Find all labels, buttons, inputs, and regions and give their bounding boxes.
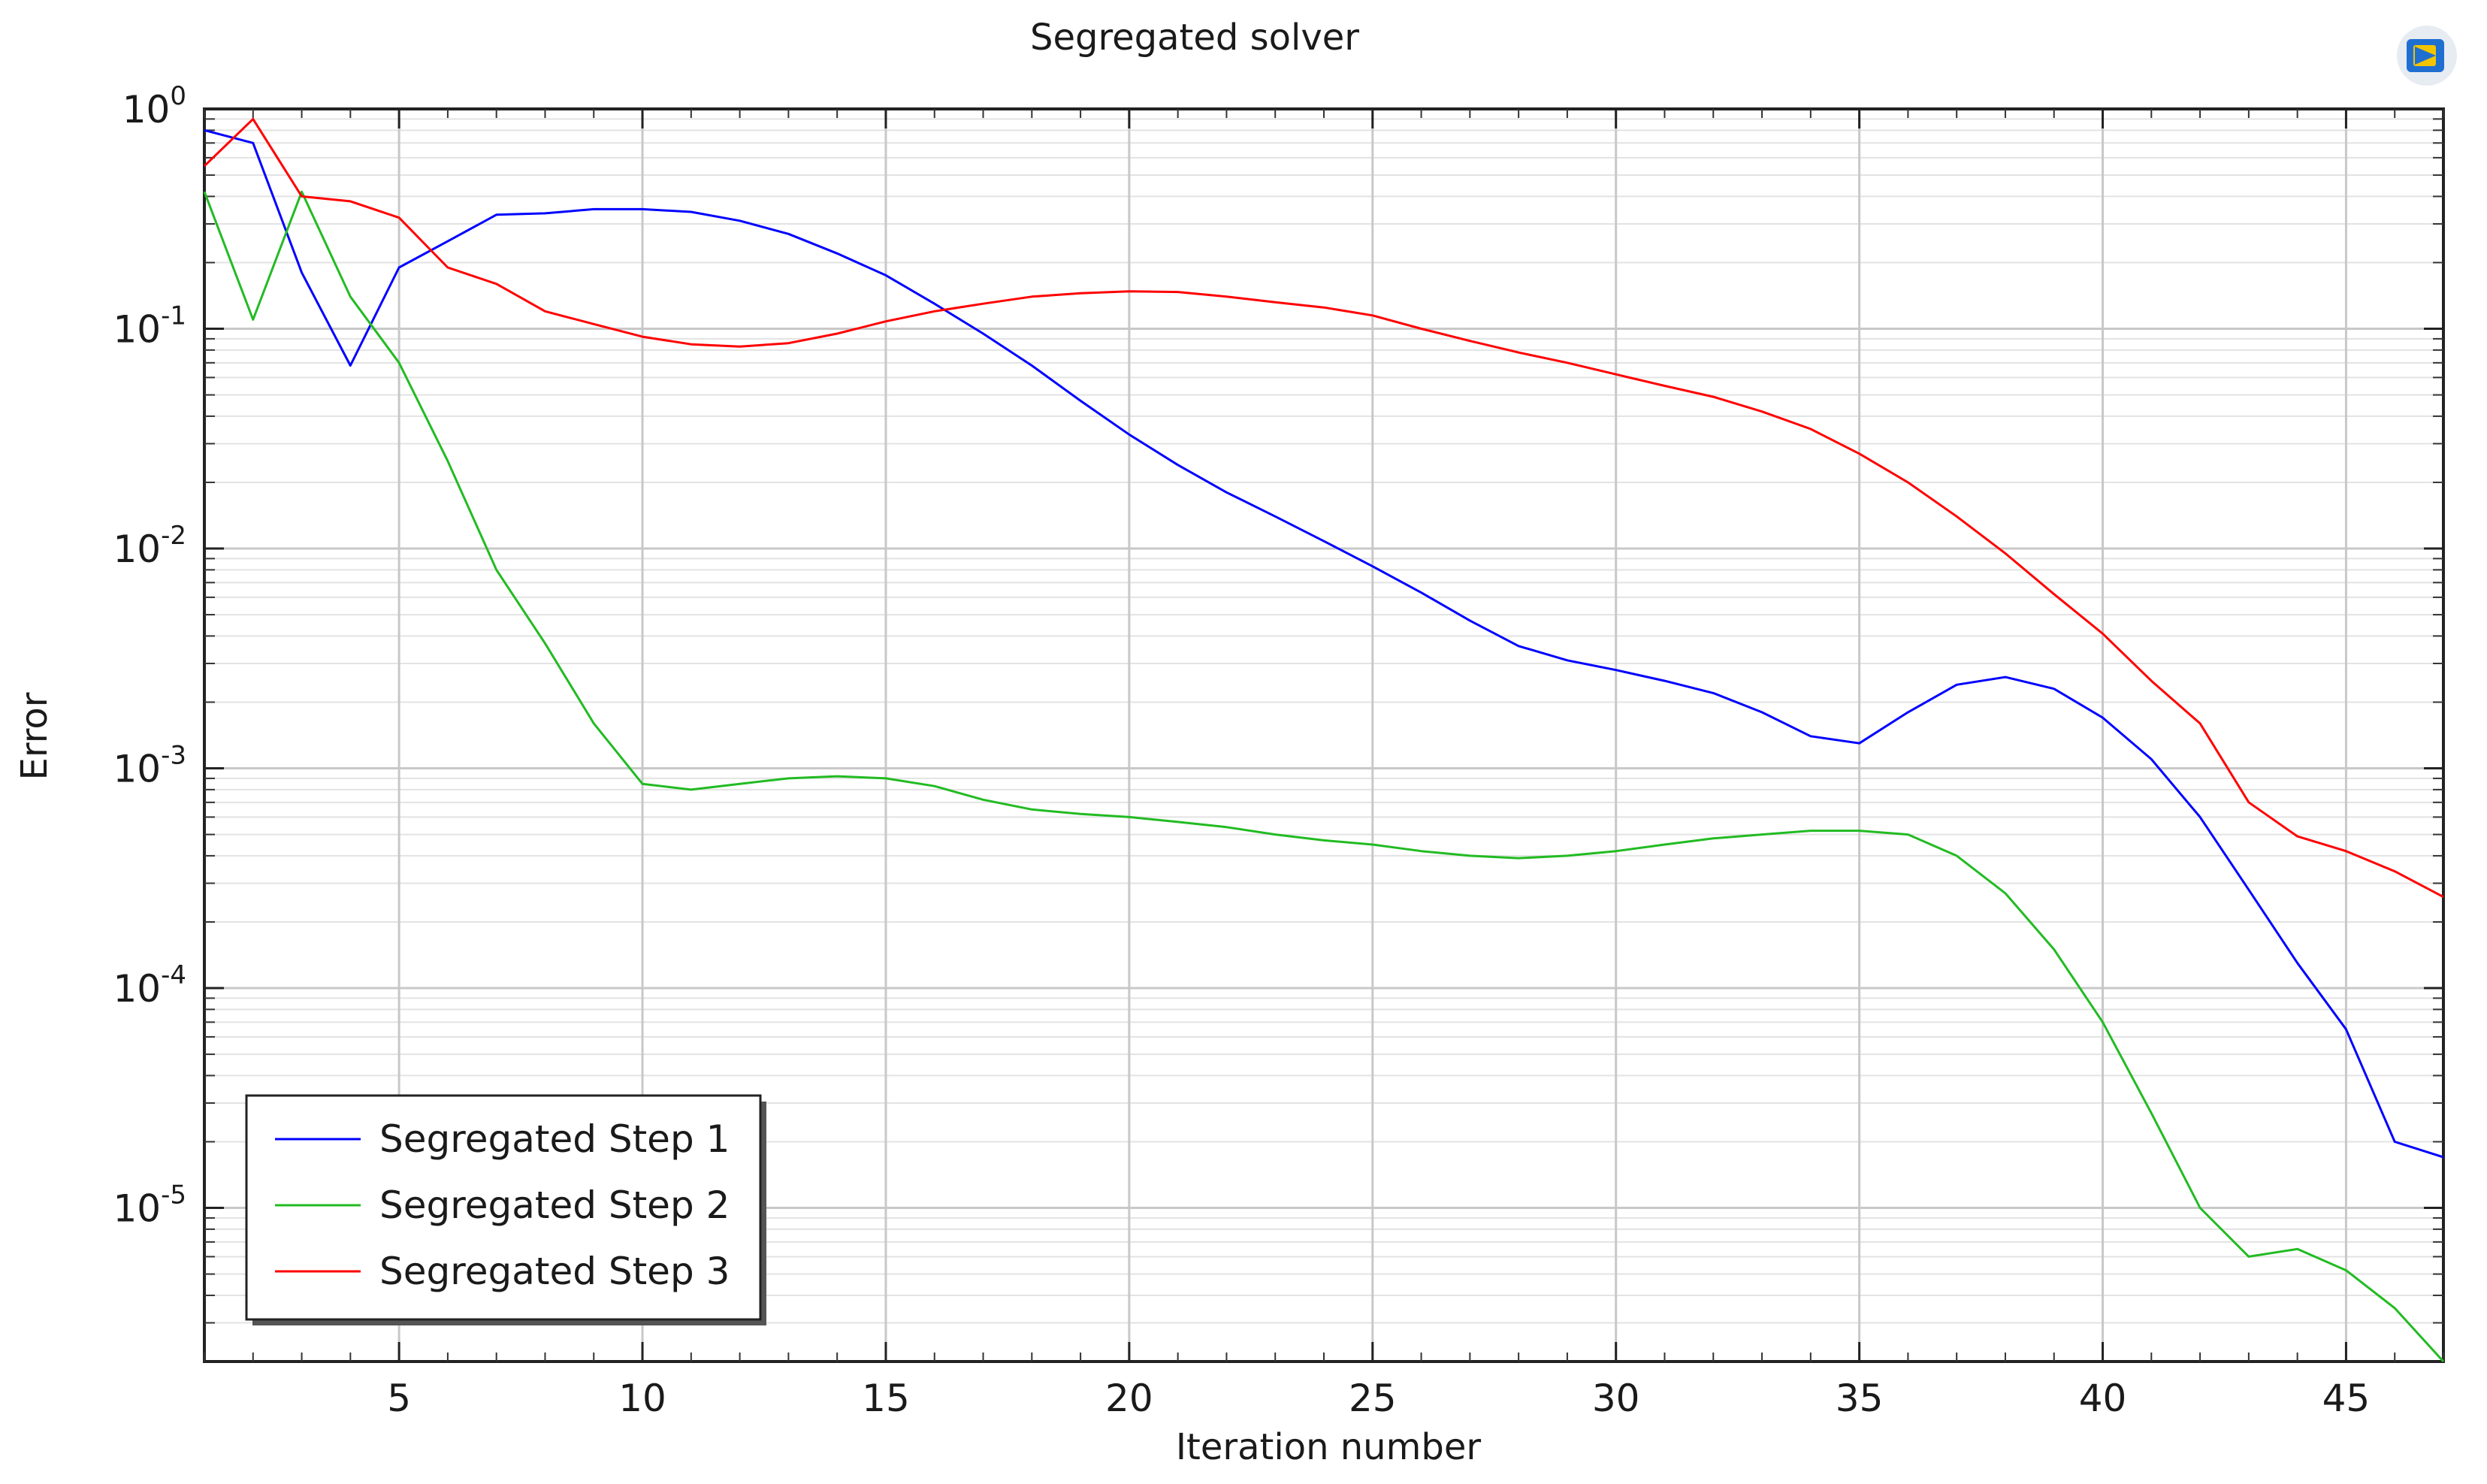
chart-title: Segregated solver — [1030, 17, 1359, 59]
legend-box — [245, 1094, 762, 1321]
y-tick-label: 10-4 — [113, 960, 186, 1011]
series-line-1 — [204, 128, 2444, 1159]
legend-label-series-3: Segregated Step 3 — [379, 1250, 730, 1293]
x-axis-label: Iteration number — [1176, 1426, 1481, 1468]
y-tick-label: 100 — [122, 81, 186, 131]
legend: Segregated Step 1 Segregated Step 2 Segr… — [245, 1094, 766, 1325]
x-tick-label: 40 — [2079, 1377, 2127, 1420]
x-tick-label: 20 — [1105, 1377, 1153, 1420]
app-logo-icon — [2397, 26, 2457, 86]
series-lines — [203, 117, 2445, 1363]
x-tick-label: 45 — [2322, 1377, 2371, 1420]
x-tick-label: 5 — [387, 1377, 411, 1420]
y-axis-label: Error — [14, 692, 56, 780]
x-tick-label: 15 — [862, 1377, 910, 1420]
y-tick-label: 10-2 — [113, 521, 186, 571]
y-tick-label: 10-3 — [113, 741, 186, 791]
axis-ticks — [204, 107, 2444, 1362]
x-tick-label: 30 — [1592, 1377, 1640, 1420]
series-line-2 — [203, 190, 2445, 1363]
x-tick-label: 10 — [618, 1377, 666, 1420]
y-tick-label: 10-5 — [113, 1180, 186, 1231]
x-tick-label: 25 — [1349, 1377, 1397, 1420]
y-tick-label: 10-1 — [113, 301, 186, 352]
x-tick-label: 35 — [1836, 1377, 1884, 1420]
legend-label-series-1: Segregated Step 1 — [379, 1117, 730, 1161]
series-line-3 — [203, 117, 2444, 899]
tick-labels: 100 10-1 10-2 10-3 10-4 10-5 5 10 15 20 25 30 35 40 45 — [113, 81, 2370, 1420]
legend-label-series-2: Segregated Step 2 — [379, 1183, 730, 1227]
